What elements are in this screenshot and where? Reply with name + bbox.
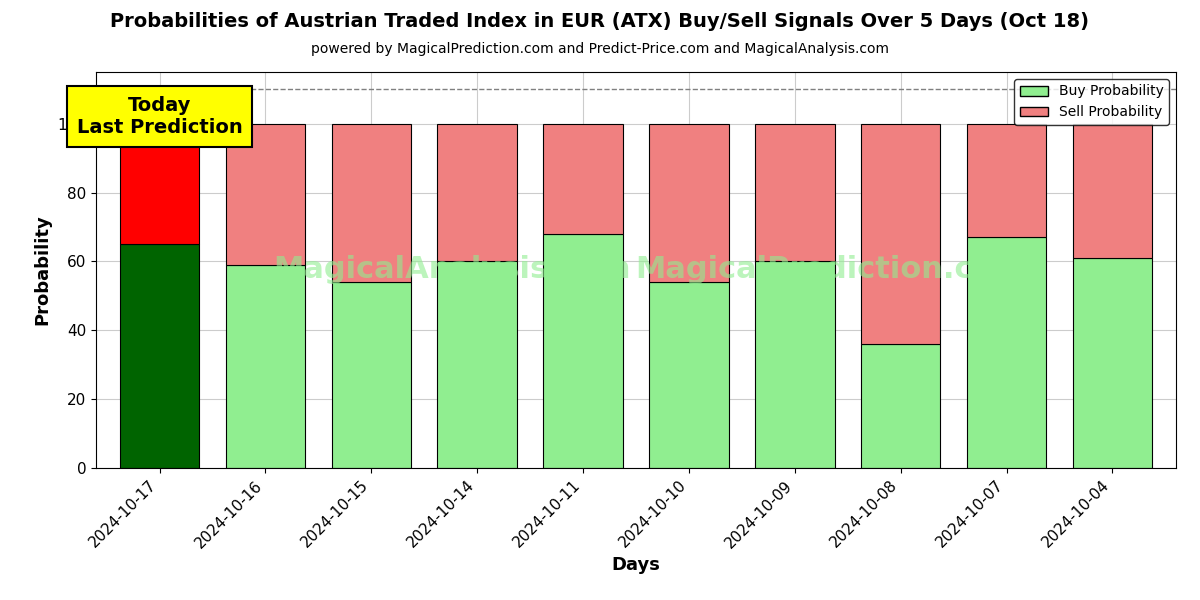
Bar: [120, 244, 199, 468]
Bar: [755, 262, 834, 468]
Text: MagicalAnalysis.com: MagicalAnalysis.com: [274, 256, 631, 284]
Bar: [967, 124, 1046, 237]
Text: MagicalPrediction.com: MagicalPrediction.com: [635, 256, 1026, 284]
Bar: [438, 262, 517, 468]
Bar: [226, 124, 305, 265]
Bar: [438, 124, 517, 262]
Bar: [649, 124, 728, 282]
Bar: [331, 124, 412, 282]
Bar: [544, 124, 623, 234]
Legend: Buy Probability, Sell Probability: Buy Probability, Sell Probability: [1014, 79, 1169, 125]
X-axis label: Days: Days: [612, 556, 660, 574]
Bar: [226, 265, 305, 468]
Bar: [120, 124, 199, 244]
Bar: [862, 344, 941, 468]
Bar: [1073, 258, 1152, 468]
Bar: [862, 124, 941, 344]
Text: powered by MagicalPrediction.com and Predict-Price.com and MagicalAnalysis.com: powered by MagicalPrediction.com and Pre…: [311, 42, 889, 56]
Text: Probabilities of Austrian Traded Index in EUR (ATX) Buy/Sell Signals Over 5 Days: Probabilities of Austrian Traded Index i…: [110, 12, 1090, 31]
Bar: [967, 237, 1046, 468]
Y-axis label: Probability: Probability: [34, 215, 52, 325]
Text: Today
Last Prediction: Today Last Prediction: [77, 96, 242, 137]
Bar: [649, 282, 728, 468]
Bar: [544, 234, 623, 468]
Bar: [755, 124, 834, 262]
Bar: [331, 282, 412, 468]
Bar: [1073, 124, 1152, 258]
